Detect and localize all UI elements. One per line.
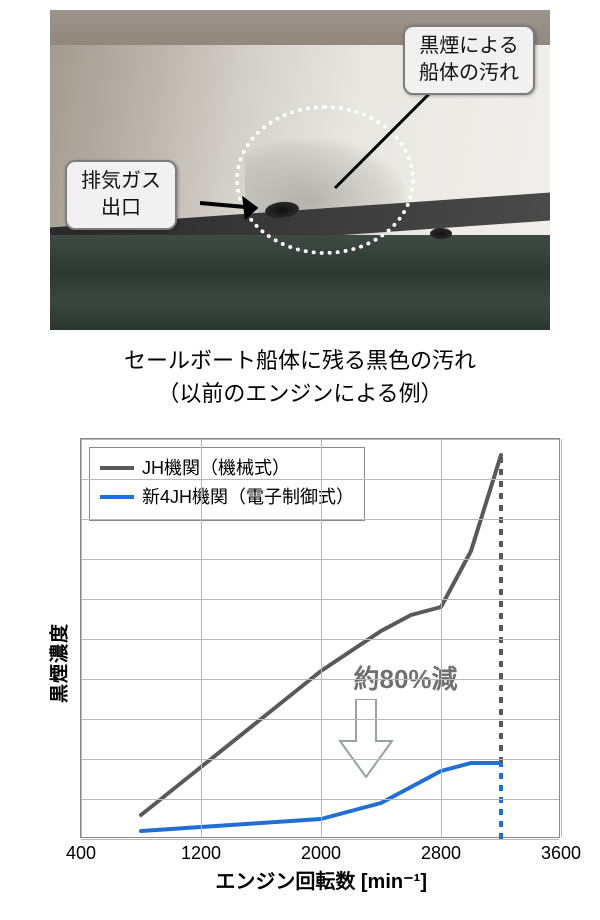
xtick: 400 [66,843,96,864]
callout-smoke: 黒煙による 船体の汚れ [403,25,535,95]
callout-smoke-line1: 黒煙による [419,35,518,57]
down-arrow-icon [336,699,396,779]
caption-line2: （以前のエンジンによる例） [20,377,580,410]
arrow-to-exhaust [200,185,280,225]
xtick: 2800 [421,843,461,864]
xtick: 1200 [181,843,221,864]
xtick: 2000 [301,843,341,864]
xtick: 3600 [541,843,581,864]
photo-caption: セールボート船体に残る黒色の汚れ （以前のエンジンによる例） [20,344,580,410]
chart-plot-area: JH機関（機械式） 新4JH機関（電子制御式） 約80%減 4001200200… [80,438,560,838]
callout-exhaust-line1: 排気ガス [81,170,161,192]
arrow-to-smudge [325,88,445,198]
caption-line1: セールボート船体に残る黒色の汚れ [20,344,580,377]
callout-exhaust-line2: 出口 [101,197,141,219]
callout-exhaust: 排気ガス 出口 [65,160,177,230]
callout-smoke-line2: 船体の汚れ [419,62,519,84]
chart-ylabel: 黒煙濃度 [45,623,72,703]
smoke-density-chart: 黒煙濃度 JH機関（機械式） 新4JH機関（電子制御式） 約80%減 40012… [20,428,580,898]
chart-xlabel: エンジン回転数 [min⁻¹] [215,865,427,894]
boat-photo: 黒煙による 船体の汚れ 排気ガス 出口 [50,10,550,330]
